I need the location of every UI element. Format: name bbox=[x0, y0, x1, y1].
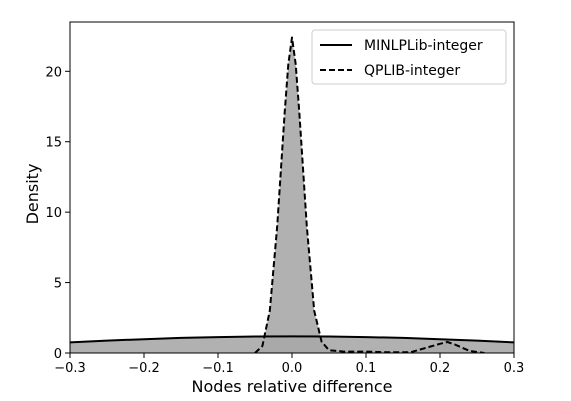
x-tick-label: −0.3 bbox=[54, 361, 86, 376]
legend: MINLPLib-integer QPLIB-integer bbox=[311, 29, 507, 85]
y-tick-label: 5 bbox=[54, 277, 62, 292]
y-tick-label: 20 bbox=[45, 65, 62, 80]
density-line-minlplib bbox=[70, 335, 514, 344]
x-tick-label: 0.3 bbox=[504, 361, 525, 376]
x-tick-label: 0.0 bbox=[282, 361, 303, 376]
density-line-qplib bbox=[254, 36, 485, 353]
x-tick-label: −0.1 bbox=[202, 361, 234, 376]
y-tick-label: 0 bbox=[54, 347, 62, 362]
legend-box bbox=[311, 29, 507, 85]
y-tick-label: 10 bbox=[45, 206, 62, 221]
y-tick-label: 15 bbox=[45, 136, 62, 151]
x-tick-label: 0.2 bbox=[430, 361, 451, 376]
y-axis-label: Density bbox=[23, 164, 42, 225]
density-fill-qplib bbox=[255, 37, 485, 353]
x-tick-label: 0.1 bbox=[356, 361, 377, 376]
plot-area bbox=[70, 36, 514, 353]
legend-label-qplib: QPLIB-integer bbox=[364, 63, 460, 79]
legend-label-minlplib: MINLPLib-integer bbox=[364, 38, 483, 54]
axes: −0.3 −0.2 −0.1 0.0 0.1 0.2 0.3 0 5 10 15 20 bbox=[45, 21, 525, 376]
x-axis-label: Nodes relative difference bbox=[192, 377, 393, 396]
x-tick-label: −0.2 bbox=[128, 361, 160, 376]
